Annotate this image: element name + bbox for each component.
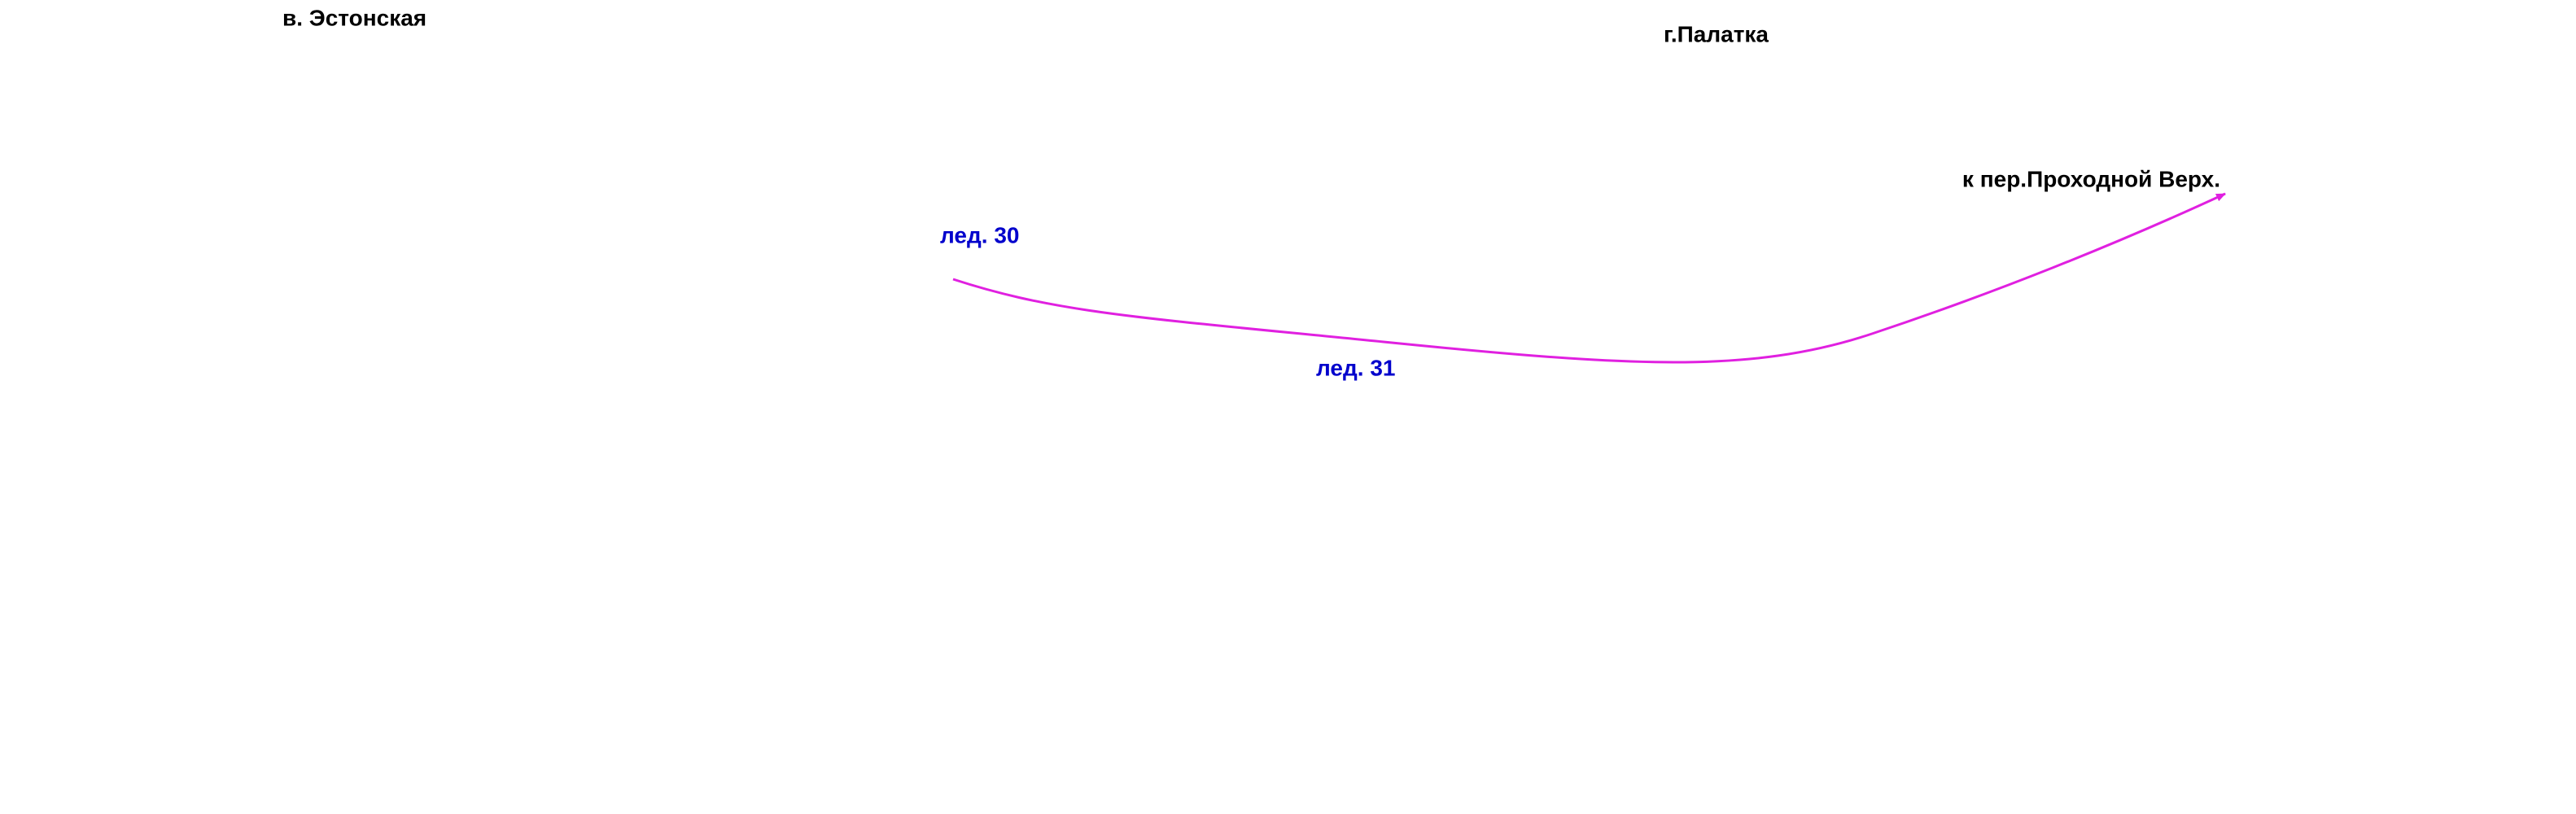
place-label: г.Палатка (1664, 21, 1769, 46)
place-label: к пер.Проходной Верх. (1962, 166, 2220, 191)
route-label: лед. 31 (1316, 355, 1395, 380)
route-line (952, 192, 2226, 364)
route-label: лед. 30 (940, 222, 1019, 247)
place-label: в. Эстонская (282, 5, 426, 30)
